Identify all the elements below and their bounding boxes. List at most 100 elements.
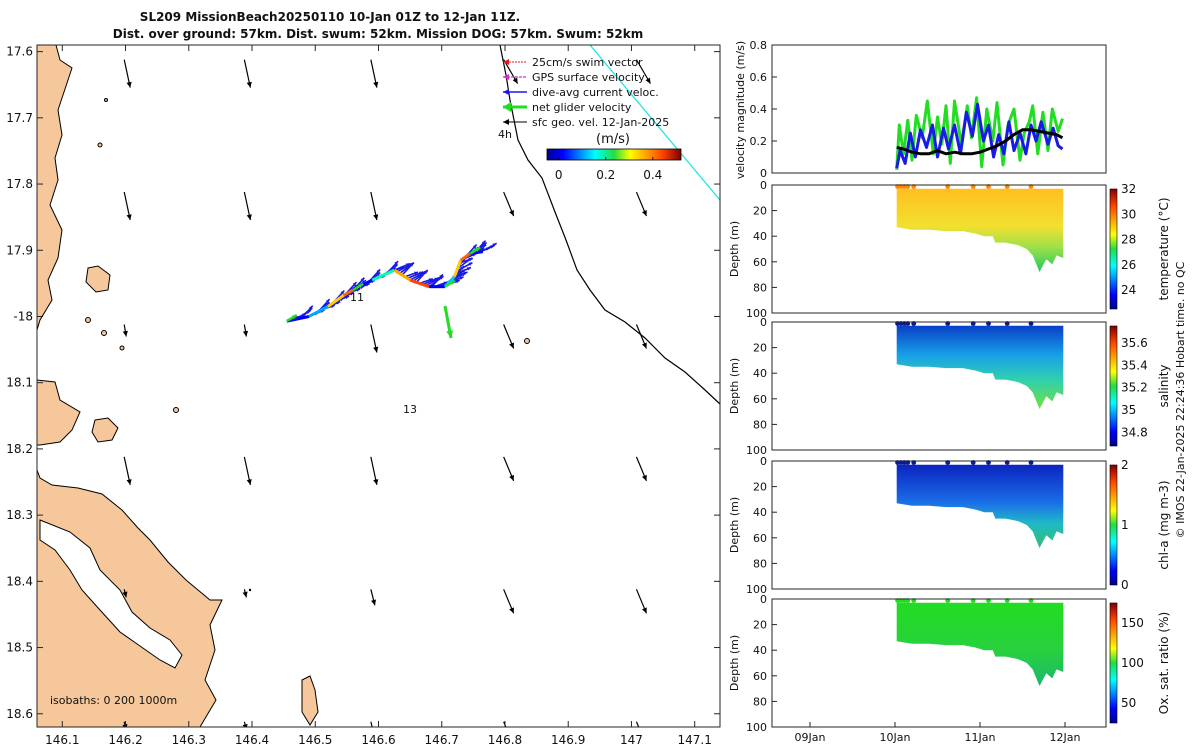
section-data-field [896,188,1064,272]
legend-label-geo: sfc geo. vel. 12-Jan-2025 [532,116,669,129]
title-line-2: Dist. over ground: 57km. Dist. swum: 52k… [113,27,643,41]
mainland-land [37,45,73,331]
dive-avg-vector [459,257,474,264]
map-y-tick-label: 18.6 [6,707,33,721]
track-segment [342,288,354,297]
dive-avg-vector [455,266,472,275]
section-colorbar-tick-label: 50 [1121,696,1136,710]
map-x-tick-label: 146.8 [488,733,522,747]
geo-vector-arrow [503,589,515,614]
annotation-13: 13 [403,403,417,416]
geo-vector-arrow [242,589,248,598]
depth-tick-label: 40 [753,506,767,519]
depth-tick-label: 60 [753,393,767,406]
island-goold [91,417,119,443]
map-y-tick-label: 18.4 [6,574,33,588]
track-segment [452,259,463,278]
eddy-line [589,45,720,201]
velocity-y-tick-label: 0.8 [750,39,768,52]
velocity-y-tick-label: 0.2 [750,135,768,148]
section-colorbar-tick-label: 28 [1121,233,1136,247]
track-segment [327,294,345,308]
section-colorbar-tick-label: 26 [1121,258,1136,272]
colorbar-tick-label: 0.4 [643,168,662,182]
map-y-tick-label: 17.8 [6,177,33,191]
geo-vector-arrow [635,324,648,349]
dive-avg-vector [454,271,468,278]
time-tick-label: 12Jan [1050,731,1081,744]
depth-tick-label: 20 [753,205,767,218]
colorbar-ticks: 0 0.2 0.4 [555,157,662,182]
map-y-tick-label: 17.7 [6,111,33,125]
map-x-tick-label: 146.7 [425,733,459,747]
geo-vector-arrow [243,59,252,88]
dive-avg-vector [300,305,314,319]
geo-vector-arrow [503,324,515,349]
islet [524,338,530,344]
legend-label-gps: GPS surface velocity [532,71,645,84]
section-data-field [896,325,1064,409]
section-colorbar-tick-label: 35.4 [1121,358,1148,372]
depth-tick-label: 80 [753,695,767,708]
map-y-tick-label: 17.6 [6,45,33,59]
section-ylabel: Depth (m) [728,635,741,691]
section-colorbar-tick-label: 100 [1121,656,1144,670]
section-colorbar-tick-label: 2 [1121,458,1129,472]
depth-tick-label: 0 [760,455,767,468]
map-y-tick-label: -18 [13,309,33,323]
section-data-field [896,602,1064,686]
velocity-series-line [896,128,1064,156]
section-ylabel: Depth (m) [728,358,741,414]
geo-vector-arrow [122,324,128,337]
depth-tick-label: 20 [753,481,767,494]
title-line-1: SL209 MissionBeach20250110 10-Jan 01Z to… [140,10,520,24]
depth-tick-label: 40 [753,230,767,243]
section-data-field [896,464,1064,548]
map-x-tick-label: 146.2 [108,733,142,747]
section-colorbar-label: salinity [1157,364,1171,407]
depth-tick-label: 0 [760,179,767,192]
map-y-tick-label: 18.3 [6,508,33,522]
chla-section: 0 20 40 60 80 100 Depth (m) 0 1 2 chl-a (mg m-3) [728,455,1171,596]
geo-vector-arrow [635,721,640,727]
track-segment [393,268,411,282]
legend-arrow-dive [503,89,509,95]
channel-water [39,519,183,669]
isobaths-label: isobaths: 0 200 1000m [50,694,177,707]
map-panel: 4h 11 13 isobaths: 0 200 1000m 146.1 146.… [6,44,721,747]
section-colorbar-tick-label: 0 [1121,578,1129,592]
section-colorbar-tick-label: 35 [1121,403,1136,417]
islet [248,588,252,592]
colorbar-unit: (m/s) [596,132,630,147]
legend-arrow-swim [503,59,509,65]
surface-geostrophic-vectors [122,59,651,727]
depth-tick-label: 80 [753,418,767,431]
legend-label-net: net glider velocity [532,101,632,114]
geo-vector-arrow [635,456,648,482]
track-segment [459,252,472,262]
section-axes-frame [771,321,1107,451]
colorbar-gradient [546,148,682,161]
section-colorbar-tick-label: 150 [1121,616,1144,630]
section-axes-frame [771,598,1107,728]
geo-vector-arrow [635,191,648,217]
depth-tick-label: 40 [753,367,767,380]
dive-avg-vector [456,261,473,272]
island-hinchinbrook [37,379,81,446]
dive-avg-vector [480,242,498,253]
legend-arrow-net [503,102,511,112]
section-colorbar [1109,188,1118,310]
depth-tick-label: 40 [753,644,767,657]
velocity-ylabel: velocity magnitude (m/s) [734,41,747,179]
section-colorbar [1109,325,1118,447]
map-y-ticks: 17.6 17.7 17.8 17.9 -18 18.1 18.2 18.3 18.4 18.5 1… [6,45,720,721]
section-colorbar-label: temperature (°C) [1157,198,1171,301]
section-colorbar-tick-label: 34.8 [1121,426,1148,440]
track-segment [308,305,329,318]
track-segment [409,278,430,289]
geo-vector-arrow [370,589,377,606]
geo-vector-arrow [503,59,519,84]
section-axes-frame [771,184,1107,314]
legend-label-swim: 25cm/s swim vector [532,56,643,69]
